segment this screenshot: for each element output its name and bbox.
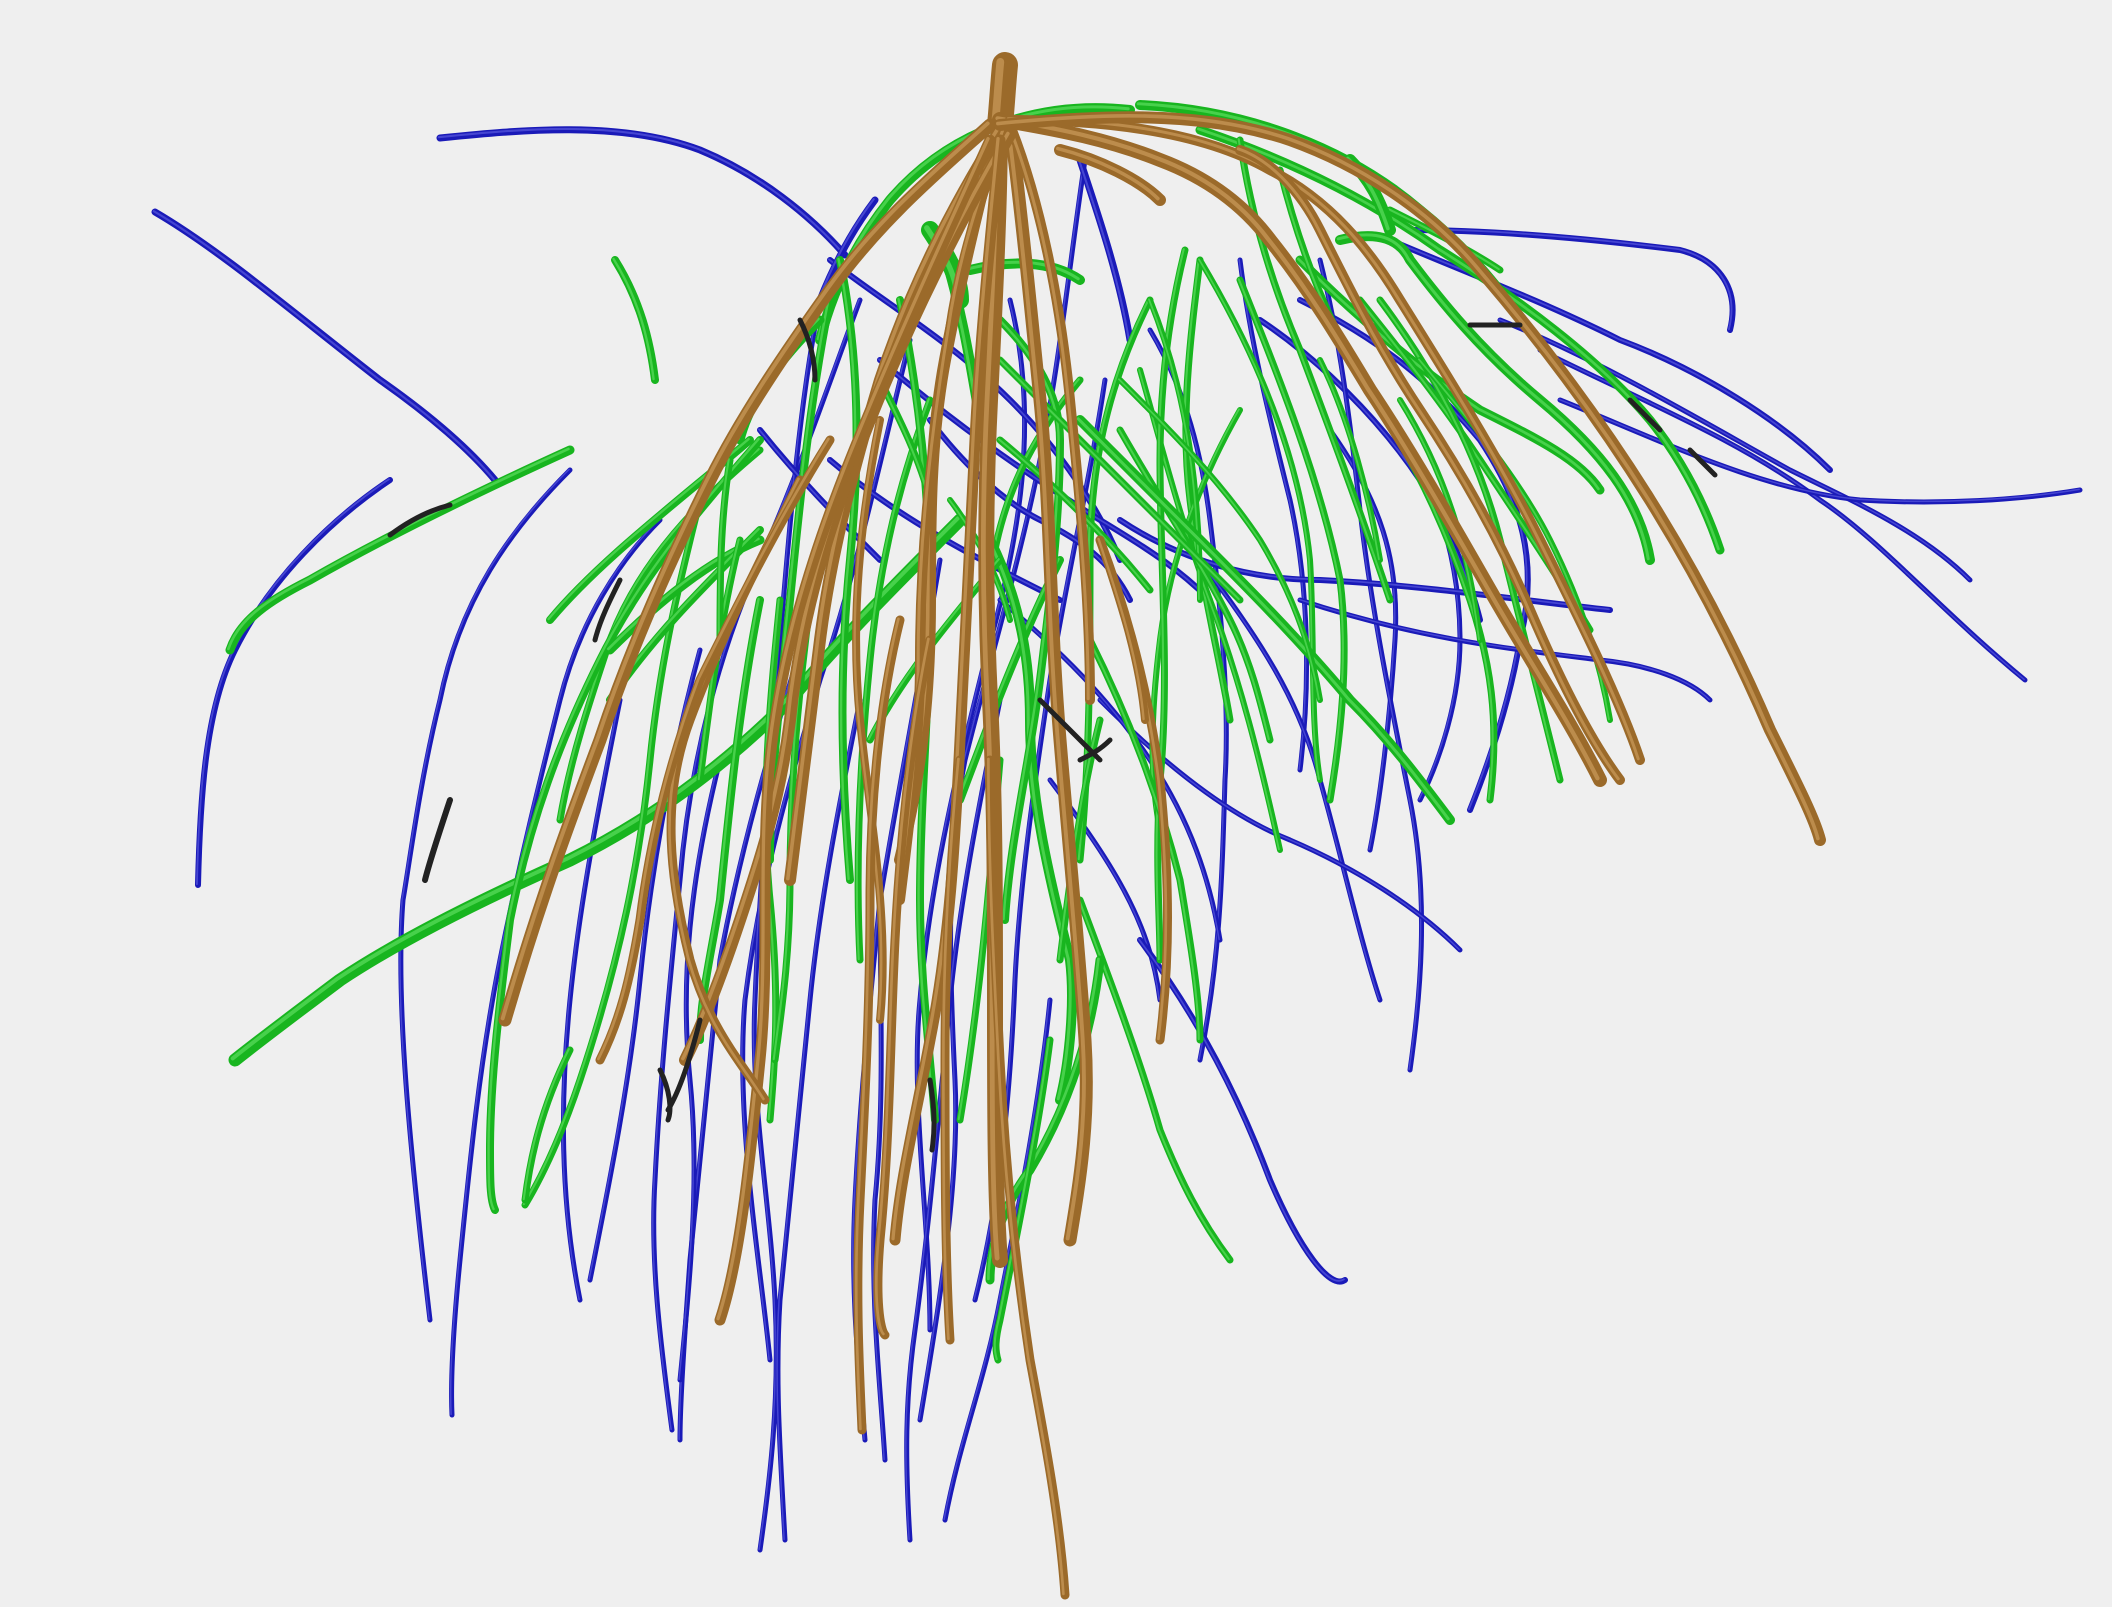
dark-root-tip xyxy=(422,797,453,883)
secondary-root xyxy=(1076,896,1234,1264)
secondary-root xyxy=(1197,257,1323,783)
tertiary-root xyxy=(1237,257,1310,773)
tertiary-root xyxy=(1076,156,1134,344)
primary-root xyxy=(978,112,1008,1268)
tertiary-root xyxy=(1317,257,1425,1073)
primary-root xyxy=(889,134,1006,1246)
dark-root-tip xyxy=(592,577,623,643)
dark-root-tip xyxy=(797,317,818,383)
tertiary-root xyxy=(195,477,393,888)
tertiary-root xyxy=(1297,597,1713,703)
primary-root xyxy=(993,113,1607,787)
tertiary-root xyxy=(677,757,723,1383)
secondary-root xyxy=(1236,276,1348,804)
secondary-root xyxy=(1117,377,1323,703)
tertiary-root xyxy=(1387,237,1833,473)
secondary-root xyxy=(716,456,734,644)
secondary-root xyxy=(1182,256,1234,724)
dark-root-tip xyxy=(1687,447,1718,478)
dark-root-tip xyxy=(665,1017,703,1113)
secondary-root xyxy=(228,513,967,1067)
tertiary-root xyxy=(775,697,863,1543)
primary-root xyxy=(1096,536,1149,724)
tertiary-root xyxy=(560,697,623,1303)
primary-root xyxy=(994,111,1826,846)
dark-root-tip xyxy=(927,1077,937,1153)
primary-root xyxy=(1005,120,1095,705)
primary-root xyxy=(498,118,997,1027)
tertiary-root xyxy=(151,208,499,484)
tertiary-root xyxy=(1557,397,2083,505)
tertiary-root xyxy=(1097,697,1463,953)
secondary-root xyxy=(1295,255,1605,495)
primary-roots-layer xyxy=(387,52,1826,1600)
secondary-root xyxy=(1086,636,1204,1044)
tertiary-root xyxy=(1497,317,1973,583)
secondary-root xyxy=(836,256,861,884)
primary-root xyxy=(940,755,965,1345)
primary-root xyxy=(714,134,996,1326)
primary-root xyxy=(595,435,835,1065)
primary-root xyxy=(985,755,1070,1600)
tertiary-roots-layer xyxy=(151,126,2083,1553)
secondary-root xyxy=(985,535,1077,1105)
primary-root xyxy=(873,635,935,1340)
dark-root-tip xyxy=(657,1067,673,1123)
secondary-root xyxy=(854,396,934,964)
tertiary-root xyxy=(449,517,663,1418)
secondary-root xyxy=(1075,415,1455,825)
tertiary-root xyxy=(1327,427,1399,853)
primary-root xyxy=(1054,144,1166,206)
dark-root-tip xyxy=(1037,697,1103,763)
dark-root-tip xyxy=(387,502,453,538)
primary-root xyxy=(1003,118,1093,1247)
secondary-root xyxy=(1317,357,1383,563)
primary-root xyxy=(853,615,905,1435)
secondary-root xyxy=(1195,125,1725,555)
secondary-root xyxy=(225,445,575,655)
secondary-root xyxy=(1335,231,1655,565)
tertiary-root xyxy=(1137,937,1348,1285)
primary-root xyxy=(1235,145,1625,785)
primary-root xyxy=(852,416,887,1024)
tertiary-root xyxy=(1407,227,1736,333)
secondary-root xyxy=(611,256,659,384)
primary-root xyxy=(1005,115,1645,765)
tertiary-root xyxy=(398,467,573,1323)
tertiary-root xyxy=(1537,347,2028,683)
secondary-root xyxy=(486,436,764,1214)
tertiary-root xyxy=(436,126,849,259)
dark-root-tip xyxy=(1627,397,1663,433)
secondary-root xyxy=(521,1046,574,1204)
tertiary-root xyxy=(942,997,1053,1523)
secondary-roots-layer xyxy=(225,100,1725,1364)
